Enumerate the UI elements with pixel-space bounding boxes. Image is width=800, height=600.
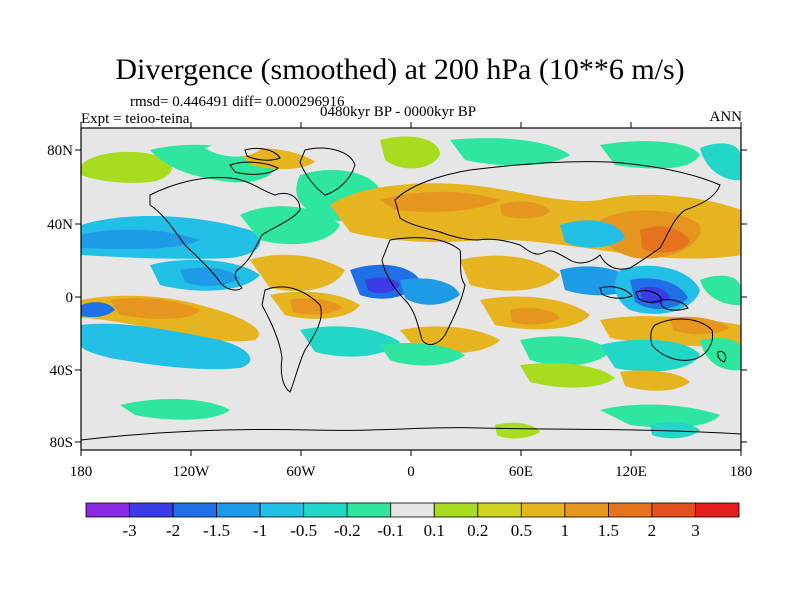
colorbar-label: 3 xyxy=(691,521,700,540)
colorbar-label: -2 xyxy=(166,521,180,540)
colorbar-boxes xyxy=(85,502,740,518)
colorbar-swatch xyxy=(520,502,566,518)
colorbar-label: -0.1 xyxy=(377,521,404,540)
colorbar-swatch xyxy=(433,502,479,518)
colorbar-swatch xyxy=(564,502,609,518)
colorbar-label: 1.5 xyxy=(598,521,619,540)
coastlines xyxy=(81,147,741,441)
lon-tick-label: 60E xyxy=(509,464,533,480)
colorbar-labels: -3 -2 -1.5 -1 -0.5 -0.2 -0.1 0.1 0.2 0.5 1 1.5 2 3 xyxy=(122,521,699,540)
map-axis-labels: 80N 40N 0 40S 80S 180 120W 60W 0 60E 120E 180 xyxy=(47,143,752,480)
colorbar-label: 0.5 xyxy=(511,521,532,540)
colorbar-label: 0.1 xyxy=(424,521,445,540)
colorbar-swatch xyxy=(85,502,130,518)
colorbar-label: -1 xyxy=(253,521,267,540)
colorbar-swatch xyxy=(608,502,653,518)
colorbar-swatch xyxy=(651,502,696,518)
lon-tick-label: 180 xyxy=(730,464,753,480)
colorbar-swatch xyxy=(390,502,435,518)
colorbar-swatch xyxy=(216,502,261,518)
lon-tick-label: 60W xyxy=(286,464,316,480)
stats-text: rmsd= 0.446491 diff= 0.000296916 xyxy=(130,94,345,110)
colorbar-swatch xyxy=(129,502,174,518)
map-axes xyxy=(75,122,747,456)
colorbar-swatch xyxy=(172,502,217,518)
season-text: ANN xyxy=(709,109,743,125)
colorbar-swatch xyxy=(477,502,522,518)
experiment-text: Expt = teioo-teina xyxy=(81,111,190,127)
colorbar-label: -0.5 xyxy=(290,521,317,540)
period-text: 0480kyr BP - 0000kyr BP xyxy=(320,104,477,120)
colorbar-swatch xyxy=(259,502,305,518)
colorbar-label: -3 xyxy=(122,521,136,540)
colorbar-swatch xyxy=(695,502,740,518)
colorbar-label: -0.2 xyxy=(334,521,361,540)
lat-tick-label: 80S xyxy=(50,435,73,451)
colorbar-swatch xyxy=(346,502,392,518)
colorbar-swatch xyxy=(303,502,348,518)
lat-tick-label: 0 xyxy=(66,290,74,306)
lon-tick-label: 0 xyxy=(407,464,415,480)
colorbar-label: -1.5 xyxy=(203,521,230,540)
colorbar-label: 1 xyxy=(561,521,570,540)
chart-title: Divergence (smoothed) at 200 hPa (10**6 … xyxy=(115,53,685,86)
lon-tick-label: 120W xyxy=(173,464,211,480)
lon-tick-label: 120E xyxy=(615,464,647,480)
divergence-field xyxy=(81,136,741,439)
lat-tick-label: 40N xyxy=(47,217,73,233)
lat-tick-label: 40S xyxy=(50,363,73,379)
colorbar-label: 2 xyxy=(648,521,657,540)
colorbar-label: 0.2 xyxy=(467,521,488,540)
lat-tick-label: 80N xyxy=(47,143,73,159)
lon-tick-label: 180 xyxy=(70,464,93,480)
